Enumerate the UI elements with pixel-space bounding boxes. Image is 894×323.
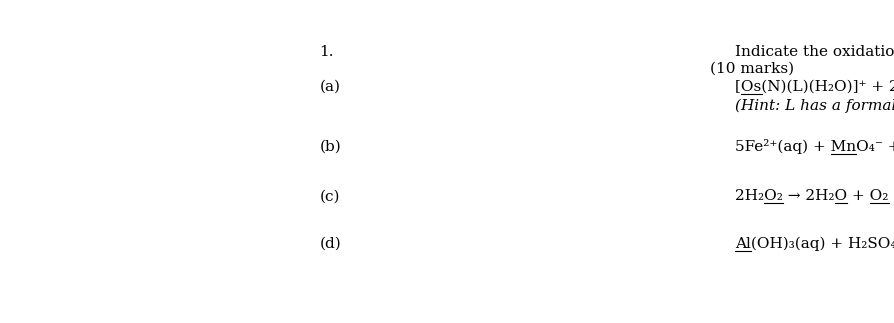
- Text: 5Fe²⁺(aq) + MnO₄⁻ + 8H⁺ → 5Fe³⁺(aq) + Mn(aq) + 4H₂O(l): 5Fe²⁺(aq) + MnO₄⁻ + 8H⁺ → 5Fe³⁺(aq) + Mn…: [735, 139, 894, 154]
- Text: 2H₂O₂ → 2H₂O + O₂: 2H₂O₂ → 2H₂O + O₂: [735, 189, 889, 203]
- Text: (d): (d): [320, 237, 342, 251]
- Text: (a): (a): [320, 80, 341, 94]
- Text: Al(OH)₃(aq) + H₂SO₄(aq) → Al₂(SO₄)₃(aq) + H₂O(l): Al(OH)₃(aq) + H₂SO₄(aq) → Al₂(SO₄)₃(aq) …: [735, 236, 894, 251]
- Text: (b): (b): [320, 140, 342, 154]
- Text: [Os(N)(L)(H₂O)]⁺ + 2[Ce(NO₃)₆]²⁻ → [Os(N)(O)(L)]⁺ + 2[Ce(NO₃)₆]³⁻ + 2H⁺: [Os(N)(L)(H₂O)]⁺ + 2[Ce(NO₃)₆]²⁻ → [Os(N…: [735, 80, 894, 94]
- Text: (10 marks): (10 marks): [710, 61, 794, 75]
- Text: (c): (c): [320, 189, 340, 203]
- Text: (Hint: L has a formal charge of −2): (Hint: L has a formal charge of −2): [735, 98, 894, 113]
- Text: Indicate the oxidation states of the underlined elements in the following reacti: Indicate the oxidation states of the und…: [735, 45, 894, 59]
- Text: 1.: 1.: [320, 45, 334, 59]
